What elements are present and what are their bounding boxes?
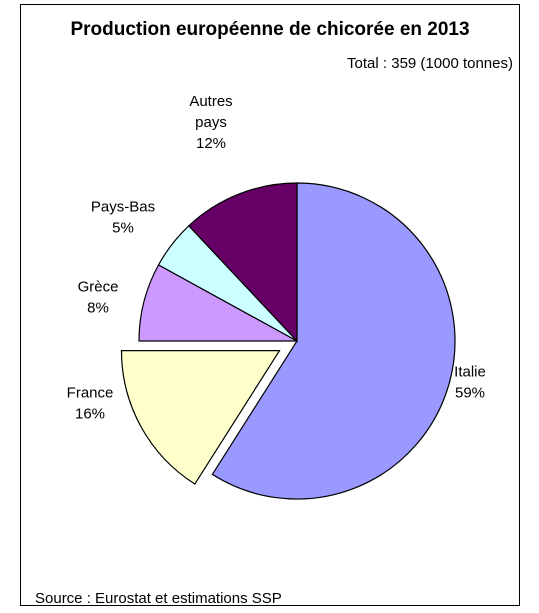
slice-label-pays-bas: Pays-Bas 5%	[91, 199, 155, 237]
slice-label-france: France 16%	[67, 385, 114, 423]
chart-subtitle: Total : 359 (1000 tonnes)	[347, 55, 513, 72]
slice-label-grèce: Grèce 8%	[78, 279, 119, 317]
slice-label-italie: Italie 59%	[454, 364, 486, 402]
chart-title: Production européenne de chicorée en 201…	[70, 19, 470, 40]
slice-label-autres-pays: Autres pays 12%	[189, 93, 232, 152]
chart-source: Source : Eurostat et estimations SSP	[35, 590, 282, 607]
pie-slice-autres-pays	[187, 182, 298, 343]
pie-slice-italie	[211, 182, 456, 500]
pie-slice-france	[120, 350, 281, 485]
